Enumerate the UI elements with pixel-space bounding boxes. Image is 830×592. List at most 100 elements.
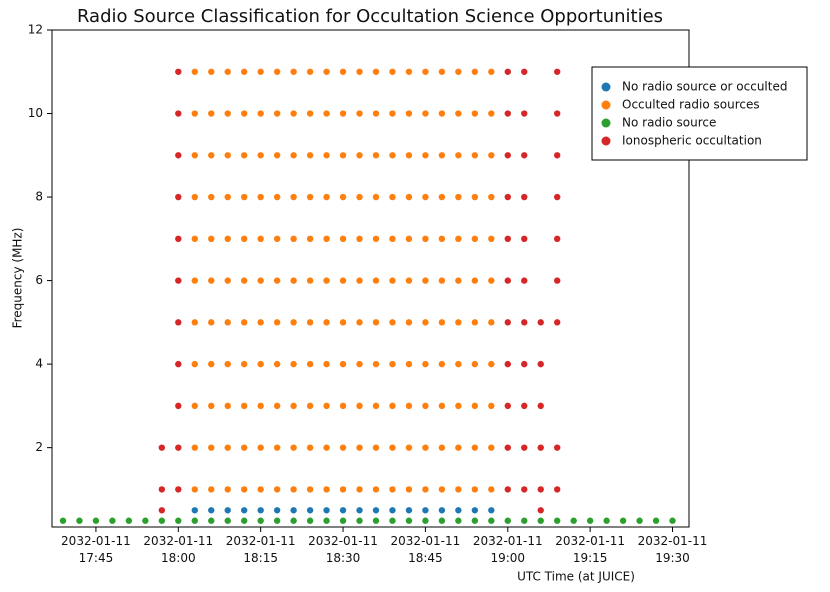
point bbox=[191, 235, 198, 243]
point bbox=[389, 444, 396, 451]
point bbox=[240, 277, 248, 284]
point bbox=[290, 277, 297, 284]
point bbox=[455, 319, 462, 326]
point bbox=[422, 507, 429, 514]
point bbox=[191, 319, 198, 326]
point bbox=[273, 277, 281, 284]
point bbox=[438, 507, 446, 514]
point bbox=[504, 110, 511, 117]
point bbox=[570, 517, 577, 524]
point bbox=[389, 110, 396, 117]
point bbox=[257, 486, 264, 493]
point bbox=[504, 517, 511, 524]
point bbox=[422, 152, 429, 159]
legend-label: Occulted radio sources bbox=[622, 98, 760, 112]
point bbox=[339, 486, 347, 493]
point bbox=[521, 277, 528, 284]
point bbox=[537, 360, 544, 368]
point bbox=[273, 235, 281, 243]
point bbox=[109, 517, 116, 524]
point bbox=[339, 152, 347, 159]
point bbox=[471, 152, 479, 159]
point bbox=[455, 193, 462, 201]
point bbox=[471, 110, 479, 117]
point bbox=[554, 444, 561, 451]
point bbox=[438, 517, 446, 524]
point bbox=[224, 444, 231, 451]
point bbox=[158, 507, 166, 514]
point bbox=[290, 152, 297, 159]
point bbox=[240, 193, 248, 201]
point bbox=[257, 68, 264, 75]
point bbox=[208, 507, 215, 514]
x-tick-label: 2032-01-11 19:15 bbox=[555, 534, 625, 565]
point bbox=[224, 319, 231, 326]
point bbox=[521, 235, 528, 243]
point bbox=[652, 517, 660, 524]
point bbox=[339, 402, 347, 410]
point bbox=[554, 235, 561, 243]
point bbox=[438, 110, 446, 117]
point bbox=[339, 517, 347, 524]
point bbox=[389, 193, 396, 201]
point bbox=[471, 507, 479, 514]
point bbox=[405, 402, 413, 410]
point bbox=[224, 360, 231, 368]
point bbox=[389, 277, 396, 284]
point bbox=[339, 444, 347, 451]
point bbox=[389, 319, 396, 326]
point bbox=[339, 360, 347, 368]
x-tick-label: 2032-01-11 18:45 bbox=[391, 534, 461, 565]
point bbox=[306, 486, 314, 493]
point bbox=[323, 193, 330, 201]
point bbox=[240, 319, 248, 326]
point bbox=[339, 507, 347, 514]
point bbox=[175, 360, 182, 368]
point bbox=[372, 402, 380, 410]
point bbox=[257, 517, 264, 524]
point bbox=[389, 152, 396, 159]
point bbox=[438, 486, 446, 493]
chart-title: Radio Source Classification for Occultat… bbox=[77, 6, 663, 27]
point bbox=[389, 402, 396, 410]
point bbox=[504, 277, 511, 284]
point bbox=[175, 152, 182, 159]
point bbox=[257, 235, 264, 243]
point bbox=[339, 277, 347, 284]
point bbox=[488, 193, 495, 201]
point bbox=[257, 152, 264, 159]
point bbox=[158, 517, 166, 524]
point bbox=[356, 360, 363, 368]
point bbox=[175, 517, 182, 524]
point bbox=[125, 517, 133, 524]
legend-marker bbox=[601, 100, 611, 110]
point bbox=[356, 193, 363, 201]
point bbox=[191, 517, 198, 524]
point bbox=[257, 319, 264, 326]
point bbox=[389, 360, 396, 368]
point bbox=[504, 486, 511, 493]
point bbox=[224, 507, 231, 514]
point bbox=[372, 277, 380, 284]
point bbox=[471, 68, 479, 75]
point bbox=[455, 360, 462, 368]
point bbox=[273, 360, 281, 368]
point bbox=[208, 193, 215, 201]
point bbox=[372, 444, 380, 451]
point bbox=[290, 319, 297, 326]
point bbox=[422, 319, 429, 326]
point bbox=[356, 68, 363, 75]
point bbox=[471, 235, 479, 243]
point bbox=[339, 193, 347, 201]
point bbox=[208, 110, 215, 117]
point bbox=[422, 235, 429, 243]
point bbox=[290, 402, 297, 410]
point bbox=[257, 360, 264, 368]
point bbox=[191, 444, 198, 451]
point bbox=[422, 193, 429, 201]
point bbox=[389, 517, 396, 524]
point bbox=[208, 517, 215, 524]
point bbox=[257, 193, 264, 201]
point bbox=[438, 277, 446, 284]
point bbox=[422, 486, 429, 493]
